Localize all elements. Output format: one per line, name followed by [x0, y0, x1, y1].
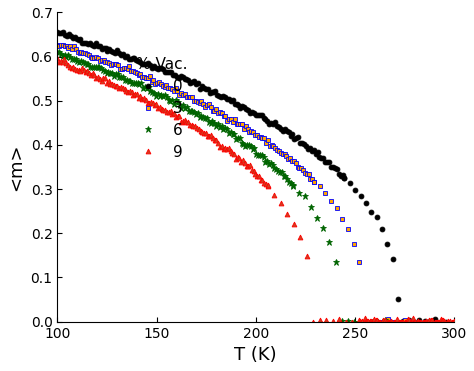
6	[210, 119, 215, 123]
6	[120, 75, 126, 79]
6	[188, 109, 193, 113]
3	[55, 43, 60, 47]
9	[205, 134, 210, 138]
9	[185, 120, 191, 125]
0	[212, 89, 218, 93]
9	[100, 76, 106, 81]
0	[176, 76, 182, 81]
6	[55, 50, 60, 54]
3	[254, 133, 260, 137]
0	[55, 29, 60, 34]
9	[390, 319, 395, 324]
0	[347, 181, 353, 186]
3	[211, 108, 217, 113]
6	[85, 62, 91, 66]
Legend: 0, 3, 6, 9: 0, 3, 6, 9	[137, 57, 188, 160]
0	[226, 97, 232, 101]
Line: 0: 0	[55, 29, 448, 324]
3	[84, 52, 90, 56]
X-axis label: T (K): T (K)	[234, 346, 277, 364]
9	[76, 68, 82, 72]
3	[408, 318, 413, 323]
6	[118, 75, 124, 79]
0	[443, 319, 449, 324]
Line: 6: 6	[54, 48, 388, 325]
Line: 3: 3	[55, 43, 413, 324]
3	[339, 217, 345, 221]
9	[310, 319, 316, 324]
3	[104, 59, 110, 64]
0	[411, 319, 417, 324]
6	[351, 319, 357, 324]
3	[362, 319, 368, 324]
9	[55, 56, 60, 60]
3	[160, 84, 165, 88]
Line: 9: 9	[55, 56, 456, 324]
9	[451, 318, 457, 323]
0	[101, 46, 107, 51]
Y-axis label: <m>: <m>	[7, 143, 25, 191]
6	[129, 81, 135, 85]
9	[163, 107, 168, 112]
0	[210, 89, 216, 94]
6	[382, 318, 387, 322]
